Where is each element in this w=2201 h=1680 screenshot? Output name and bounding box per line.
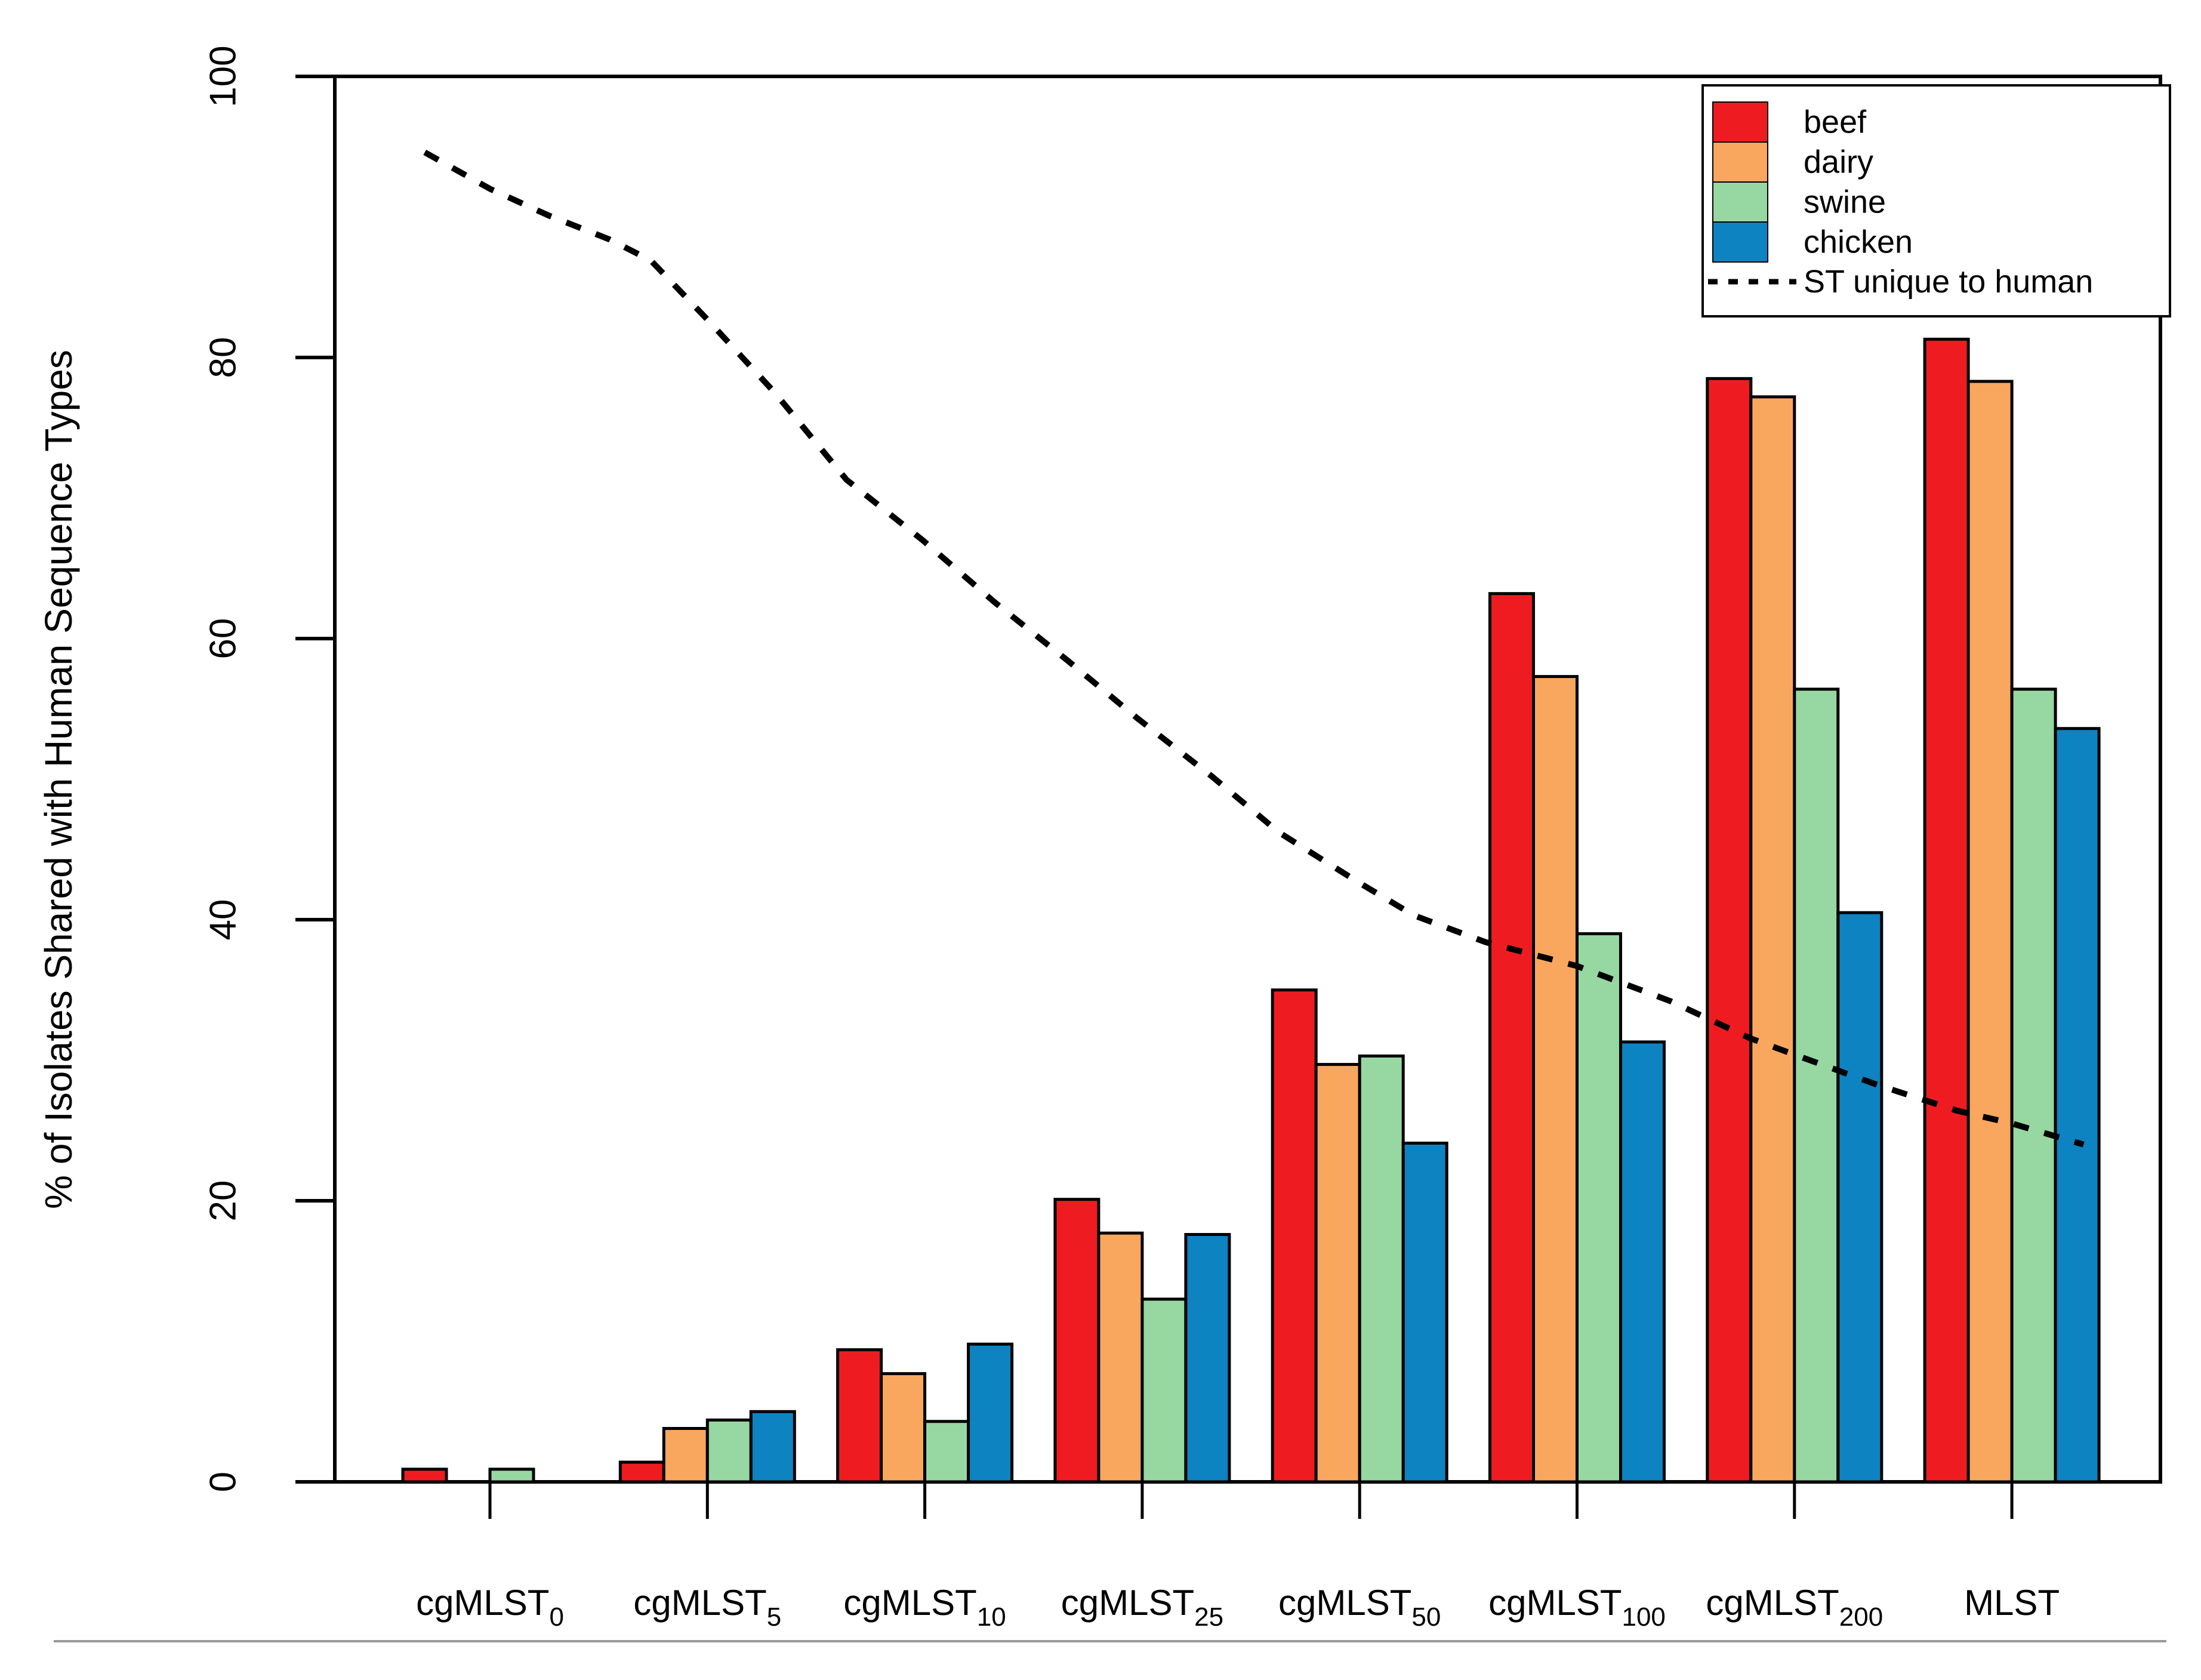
bar-swine-cgMLST200 (1793, 688, 1840, 1484)
x-category-label-MLST: MLST (1964, 1583, 2060, 1623)
bar-chicken-MLST (2054, 727, 2101, 1484)
legend-label-chicken: chicken (1804, 224, 1913, 260)
bar-dairy-cgMLST25 (1097, 1231, 1144, 1484)
y-tick-label-20: 20 (203, 1180, 244, 1222)
legend-label-swine: swine (1804, 184, 1886, 220)
x-category-label-cgMLST25: cgMLST25 (1061, 1583, 1223, 1632)
bar-chicken-cgMLST5 (749, 1410, 796, 1484)
x-category-label-cgMLST10: cgMLST10 (843, 1583, 1006, 1632)
y-tick-label-60: 60 (203, 618, 244, 659)
bar-beef-cgMLST200 (1706, 377, 1753, 1484)
bar-swine-cgMLST10 (923, 1420, 970, 1484)
bar-beef-cgMLST50 (1271, 988, 1318, 1484)
y-tick-label-0: 0 (203, 1472, 244, 1492)
bar-dairy-MLST (1966, 380, 2014, 1484)
plot-box (333, 75, 2162, 1484)
bar-swine-cgMLST0 (488, 1468, 535, 1484)
bar-beef-cgMLST25 (1053, 1198, 1100, 1484)
bar-dairy-cgMLST5 (662, 1427, 709, 1484)
bar-dairy-cgMLST200 (1749, 395, 1796, 1484)
legend-label-dairy: dairy (1804, 144, 1873, 180)
x-category-label-cgMLST200: cgMLST200 (1706, 1583, 1883, 1632)
bar-swine-cgMLST5 (705, 1418, 753, 1484)
bar-swine-cgMLST25 (1140, 1297, 1188, 1484)
bar-dairy-cgMLST10 (880, 1372, 927, 1484)
legend-label-beef: beef (1804, 104, 1867, 140)
bar-swine-MLST (2010, 688, 2057, 1484)
y-tick-label-100: 100 (203, 45, 244, 107)
bar-dairy-cgMLST50 (1314, 1063, 1361, 1484)
st-unique-to-human-line (423, 149, 2085, 1148)
bar-chicken-cgMLST50 (1401, 1141, 1448, 1484)
bar-beef-cgMLST5 (618, 1460, 665, 1484)
bar-chicken-cgMLST200 (1836, 911, 1884, 1484)
bar-swine-cgMLST100 (1576, 932, 1622, 1484)
bar-dairy-cgMLST100 (1532, 675, 1579, 1484)
bar-swine-cgMLST50 (1358, 1054, 1405, 1484)
x-category-label-cgMLST100: cgMLST100 (1488, 1583, 1666, 1632)
y-axis-title: % of Isolates Shared with Human Sequence… (37, 350, 80, 1209)
legend-swatch-chicken (1712, 221, 1768, 263)
x-category-label-cgMLST50: cgMLST50 (1278, 1583, 1441, 1632)
legend-box (1701, 84, 2171, 317)
legend-swatch-swine (1712, 181, 1768, 223)
legend-label-st-unique-to-human: ST unique to human (1804, 264, 2093, 300)
bar-beef-cgMLST100 (1488, 592, 1535, 1484)
bar-chicken-cgMLST100 (1619, 1040, 1666, 1484)
y-tick-label-40: 40 (203, 899, 244, 941)
legend-swatch-dairy (1712, 141, 1768, 183)
bar-beef-cgMLST0 (401, 1468, 448, 1484)
bar-chicken-cgMLST25 (1184, 1233, 1231, 1484)
y-tick-label-80: 80 (203, 337, 244, 378)
bar-beef-cgMLST10 (836, 1348, 883, 1484)
legend-swatch-beef (1712, 101, 1768, 143)
x-category-label-cgMLST0: cgMLST0 (416, 1583, 564, 1632)
bar-chicken-cgMLST10 (967, 1342, 1014, 1484)
x-category-label-cgMLST5: cgMLST5 (633, 1583, 781, 1632)
bar-beef-MLST (1923, 337, 1970, 1484)
